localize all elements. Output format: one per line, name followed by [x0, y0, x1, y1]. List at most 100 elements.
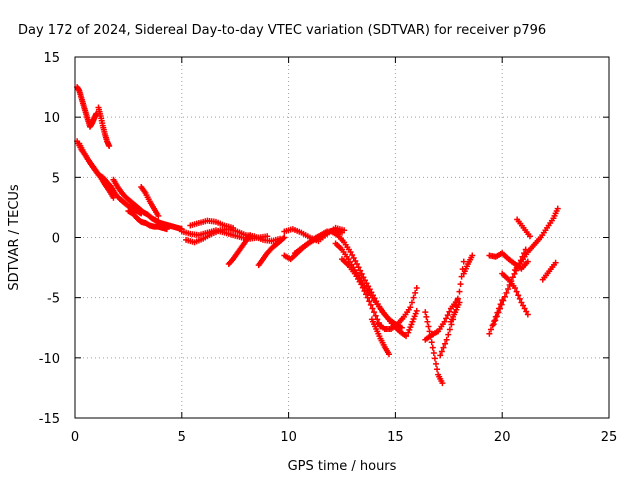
- y-axis-label: SDTVAR / TECUs: [7, 184, 22, 291]
- data-point: [489, 322, 496, 329]
- data-point: [423, 313, 430, 320]
- data-point: [372, 312, 379, 319]
- data-point: [457, 281, 464, 288]
- data-point: [521, 305, 528, 312]
- data-point: [491, 318, 498, 325]
- data-point: [413, 307, 420, 314]
- data-point: [524, 311, 531, 318]
- data-point: [357, 267, 364, 274]
- series-arc-e: [110, 176, 185, 233]
- series-arc-ag: [514, 216, 533, 240]
- data-point: [163, 226, 170, 233]
- data-point: [350, 254, 357, 261]
- data-point: [446, 326, 453, 333]
- data-point: [422, 309, 429, 316]
- data-point: [487, 326, 494, 333]
- data-point: [413, 285, 420, 292]
- data-point: [366, 298, 373, 305]
- data-point: [361, 288, 368, 295]
- data-point: [374, 316, 381, 323]
- data-point: [460, 258, 467, 265]
- series-arc-q: [332, 240, 410, 340]
- data-point: [352, 257, 359, 264]
- data-point: [412, 289, 419, 296]
- data-point: [503, 289, 510, 296]
- series-arc-p: [328, 228, 405, 331]
- data-point: [360, 274, 367, 281]
- data-point: [281, 234, 288, 241]
- plot-frame: [74, 56, 610, 419]
- data-point: [385, 351, 392, 358]
- data-point: [443, 336, 450, 343]
- data-point: [492, 313, 499, 320]
- y-tick-label: 15: [43, 51, 60, 66]
- chart-title: Day 172 of 2024, Sidereal Day-to-day VTE…: [18, 23, 546, 38]
- data-point: [408, 299, 415, 306]
- data-point: [110, 194, 117, 201]
- series-arc-o: [292, 228, 331, 257]
- data-point: [425, 323, 432, 330]
- data-point: [431, 355, 438, 362]
- data-point: [106, 143, 113, 150]
- y-tick-label: 10: [43, 111, 60, 126]
- data-point: [443, 315, 450, 322]
- data-point: [456, 288, 463, 295]
- x-tick-label: 20: [494, 430, 511, 445]
- data-point: [438, 348, 445, 355]
- data-point: [456, 299, 463, 306]
- y-tick-label: -15: [39, 412, 60, 427]
- data-point: [524, 258, 531, 265]
- data-point: [495, 305, 502, 312]
- data-point: [440, 344, 447, 351]
- series-arc-z: [460, 252, 476, 277]
- data-point: [403, 333, 410, 340]
- series-arc-r: [339, 256, 384, 330]
- data-point: [364, 294, 371, 301]
- x-tick-label: 5: [178, 430, 186, 445]
- data-point: [523, 308, 530, 315]
- data-point: [469, 252, 476, 259]
- data-point: [554, 205, 561, 212]
- data-point: [230, 224, 237, 231]
- series-arc-d: [76, 140, 117, 201]
- y-tick-label: -5: [47, 292, 60, 307]
- data-point: [358, 281, 365, 288]
- data-point: [512, 285, 519, 292]
- series-arc-ac: [486, 297, 506, 337]
- data-point: [446, 308, 453, 315]
- series-arc-ad: [499, 270, 531, 318]
- data-point: [347, 248, 354, 255]
- data-point: [155, 212, 162, 219]
- data-point: [520, 302, 527, 309]
- data-point: [509, 274, 516, 281]
- y-tick-label: 0: [52, 232, 60, 247]
- data-point: [439, 380, 446, 387]
- data-point: [428, 339, 435, 346]
- y-tick-label: -10: [39, 352, 60, 367]
- data-point: [363, 291, 370, 298]
- data-point: [355, 264, 362, 271]
- data-point: [341, 227, 348, 234]
- x-tick-label: 15: [387, 430, 404, 445]
- data-point: [441, 318, 448, 325]
- y-tick-label: 5: [52, 171, 60, 186]
- data-point: [369, 305, 376, 312]
- series-arc-g: [138, 183, 162, 219]
- data-point: [515, 292, 522, 299]
- data-point: [442, 340, 449, 347]
- data-point: [247, 232, 254, 239]
- data-point: [434, 366, 441, 373]
- data-point: [430, 350, 437, 357]
- x-tick-label: 0: [71, 430, 79, 445]
- series-arc-k: [225, 232, 254, 267]
- data-point: [505, 285, 512, 292]
- data-point: [526, 233, 533, 240]
- data-point: [358, 270, 365, 277]
- series-arc-a: [74, 84, 100, 130]
- data-point: [445, 331, 452, 338]
- data-point: [454, 295, 461, 302]
- data-point: [280, 235, 287, 242]
- axis-ticks: 0 5 10 15 20 25 -15 -10 -5 0 5 10 15: [39, 51, 618, 445]
- data-point: [444, 312, 451, 319]
